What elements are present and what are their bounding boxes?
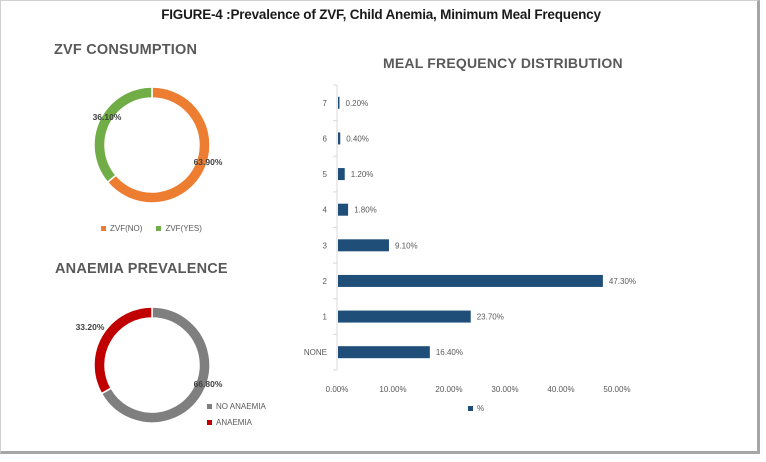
- bar-data-label: 23.70%: [477, 313, 504, 322]
- bar-legend: %: [468, 404, 484, 413]
- donut-data-label: 33.20%: [76, 322, 105, 332]
- zvf-donut-chart: 63.90% 36.10%: [93, 86, 223, 204]
- y-tick-label: NONE: [304, 348, 327, 357]
- bar-data-label: 47.30%: [609, 277, 636, 286]
- bar-data-label: 16.40%: [436, 348, 463, 357]
- y-tick-label: 4: [323, 206, 328, 215]
- bar-6: [338, 132, 341, 145]
- y-tick-label: 7: [323, 99, 328, 108]
- donut-slice-anaemia: [93, 306, 153, 395]
- x-tick-label: 20.00%: [435, 385, 462, 394]
- x-tick-label: 0.00%: [326, 385, 349, 394]
- x-tick-label: 10.00%: [379, 385, 406, 394]
- anaemia-chart-title: ANAEMIA PREVALENCE: [55, 261, 228, 277]
- legend-swatch-percent: [468, 406, 473, 411]
- x-tick-label: 30.00%: [491, 385, 518, 394]
- x-tick-label: 50.00%: [603, 385, 630, 394]
- donut-slice-zvf-yes: [93, 86, 153, 184]
- bar-1: [338, 310, 471, 323]
- y-tick-label: 5: [323, 170, 328, 179]
- bar-4: [338, 203, 349, 216]
- bar-5: [338, 168, 345, 181]
- anaemia-donut-chart: 66.80% 33.20%: [76, 306, 223, 424]
- bar-data-label: 1.20%: [351, 170, 374, 179]
- y-tick-label: 3: [323, 241, 328, 250]
- figure-frame: [0, 0, 760, 454]
- anaemia-legend-item-no: NO ANAEMIA: [207, 402, 266, 411]
- bar-2: [338, 274, 603, 287]
- legend-label-zvf-no: ZVF(NO): [110, 224, 143, 233]
- x-tick-label: 40.00%: [547, 385, 574, 394]
- meal-frequency-bar-chart: NONE 16.40% 1 23.70% 2 47.30% 3 9.10% 4 1.80% 5 1.2…: [304, 84, 636, 394]
- donut-data-label: 36.10%: [93, 112, 122, 122]
- legend-swatch-zvf-yes: [156, 226, 162, 231]
- zvf-legend: ZVF(NO) ZVF(YES): [101, 224, 202, 233]
- legend-swatch-zvf-no: [101, 226, 106, 231]
- figure-title: FIGURE-4 :Prevalence of ZVF, Child Anemi…: [161, 7, 601, 22]
- legend-label-zvf-yes: ZVF(YES): [165, 224, 202, 233]
- legend-label-anaemia: ANAEMIA: [216, 418, 253, 427]
- bar-none: [338, 346, 430, 359]
- bar-3: [338, 239, 389, 252]
- y-tick-label: 6: [323, 134, 328, 143]
- bar-data-label: 9.10%: [395, 241, 418, 250]
- bar-chart-title: MEAL FREQUENCY DISTRIBUTION: [383, 55, 623, 71]
- legend-swatch-no-anaemia: [207, 404, 212, 409]
- legend-label-no-anaemia: NO ANAEMIA: [216, 402, 266, 411]
- y-tick-label: 1: [323, 313, 328, 322]
- bar-data-label: 0.20%: [346, 99, 369, 108]
- donut-data-label: 66.80%: [194, 379, 223, 389]
- legend-label-percent: %: [477, 404, 485, 413]
- legend-swatch-anaemia: [207, 420, 212, 425]
- bar-data-label: 0.40%: [346, 134, 369, 143]
- donut-data-label: 63.90%: [194, 157, 223, 167]
- bar-data-label: 1.80%: [354, 206, 377, 215]
- bar-7: [338, 96, 340, 109]
- zvf-chart-title: ZVF CONSUMPTION: [54, 42, 198, 58]
- y-tick-label: 2: [323, 277, 328, 286]
- anaemia-legend-item-yes: ANAEMIA: [207, 418, 252, 427]
